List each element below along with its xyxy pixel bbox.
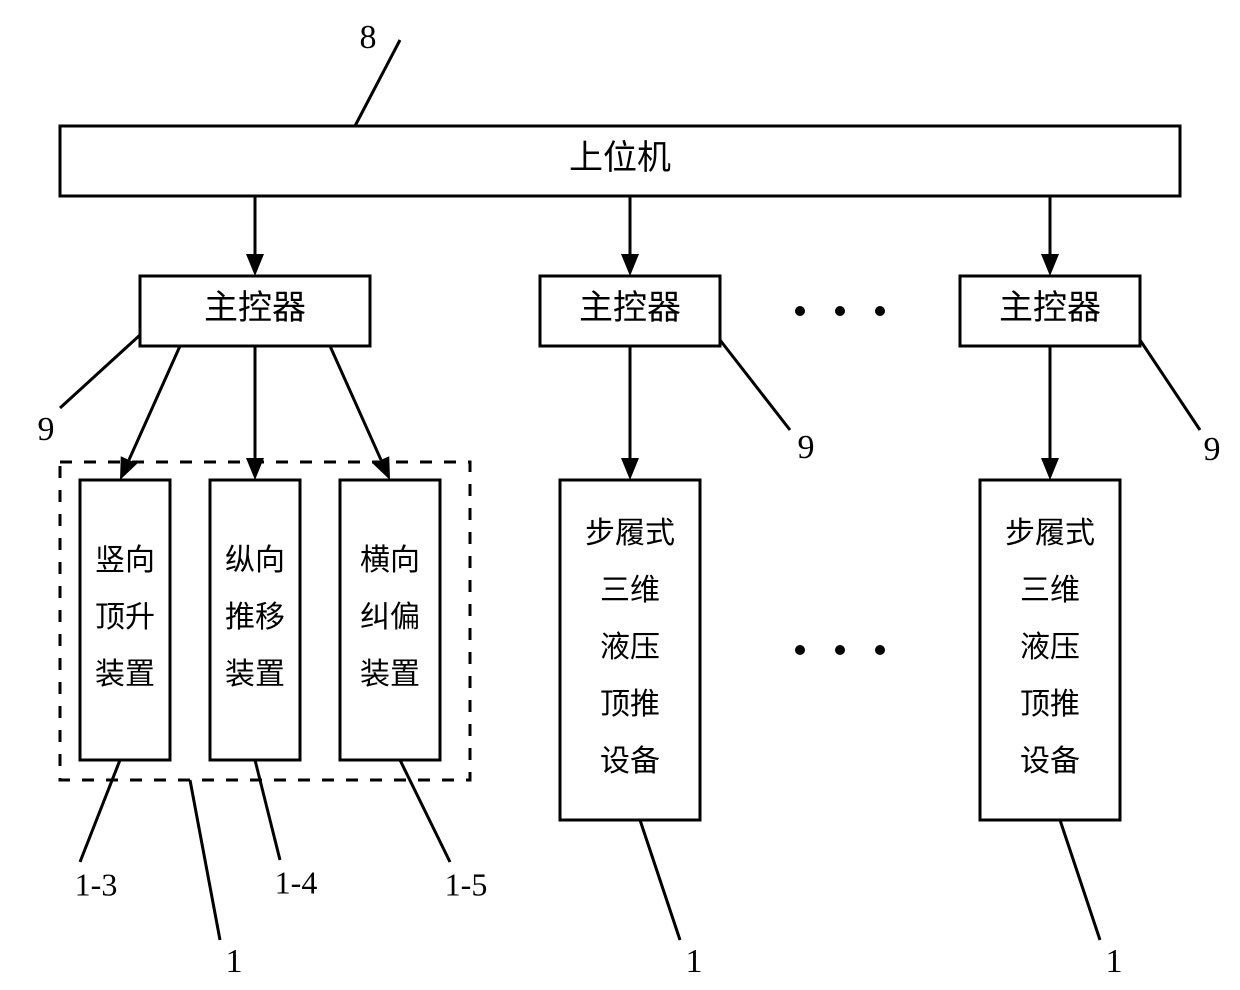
device-text-0-line-4: 设备	[600, 745, 660, 778]
device-text-1-line-3: 顶推	[1020, 688, 1080, 721]
arrow-ctrl1-sub-2-head	[373, 456, 390, 480]
callout-sub-2-lead	[400, 760, 450, 862]
arrow-ctrl-dev-1-head	[1041, 458, 1059, 480]
callout-sub-1-lead	[255, 760, 280, 860]
callout-9-2-num: 9	[1204, 431, 1221, 468]
subbox-text-2-line-1: 纠偏	[360, 601, 420, 634]
subbox-text-2-line-0: 横向	[360, 544, 420, 577]
callout-sub-1-num: 1-4	[275, 864, 318, 900]
device-text-0-line-0: 步履式	[585, 517, 675, 550]
callout-9-2-lead	[1140, 340, 1200, 430]
callout-sub-0-num: 1-3	[75, 866, 118, 902]
arrow-ctrl1-sub-0-shaft	[129, 346, 180, 460]
device-text-0-line-1: 三维	[600, 574, 660, 607]
subbox-text-0-line-2: 装置	[95, 658, 155, 691]
callout-group-1-lead	[190, 780, 220, 940]
subbox-text-0-line-0: 竖向	[95, 544, 155, 577]
subbox-text-1-line-1: 推移	[225, 601, 285, 634]
ellipsis-controllers-dot	[835, 306, 845, 316]
arrow-top-ctrl-2-head	[1041, 254, 1059, 276]
callout-dev-0-lead	[640, 820, 680, 940]
device-text-1-line-4: 设备	[1020, 745, 1080, 778]
arrow-ctrl1-sub-2-shaft	[330, 346, 381, 460]
arrow-top-ctrl-1-head	[621, 254, 639, 276]
subbox-text-0-line-1: 顶升	[95, 601, 155, 634]
arrow-top-ctrl-0-head	[246, 254, 264, 276]
controller-label-0: 主控器	[204, 289, 306, 327]
controller-label-2: 主控器	[999, 289, 1101, 327]
callout-9-0-num: 9	[38, 411, 55, 448]
callout-dev-0-num: 1	[686, 943, 703, 980]
device-text-0-line-2: 液压	[600, 631, 660, 664]
callout-dev-1-lead	[1060, 820, 1100, 940]
diagram-canvas: 上位机 8 主控器 9 主控器 9 主控器 9 竖向顶升装置 1-3 纵向推移装置 1-4 横向纠偏装置…	[0, 0, 1240, 990]
device-text-1-line-1: 三维	[1020, 574, 1080, 607]
subbox-text-1-line-2: 装置	[225, 658, 285, 691]
device-text-1-line-0: 步履式	[1005, 517, 1095, 550]
subbox-text-2-line-2: 装置	[360, 658, 420, 691]
device-text-1-line-2: 液压	[1020, 631, 1080, 664]
ellipsis-devices-dot	[795, 645, 805, 655]
callout-dev-1-num: 1	[1106, 943, 1123, 980]
ellipsis-controllers-dot	[875, 306, 885, 316]
controller-label-1: 主控器	[579, 289, 681, 327]
callout-sub-0-lead	[80, 760, 120, 862]
arrow-ctrl1-sub-0-head	[120, 456, 137, 480]
arrow-ctrl-dev-0-head	[621, 458, 639, 480]
subbox-text-1-line-0: 纵向	[225, 544, 285, 577]
callout-group-1-num: 1	[226, 943, 243, 980]
callout-sub-2-num: 1-5	[445, 866, 488, 902]
ellipsis-devices-dot	[835, 645, 845, 655]
device-text-0-line-3: 顶推	[600, 688, 660, 721]
callout-9-1-lead	[720, 340, 790, 430]
callout-8-num: 8	[360, 19, 377, 56]
callout-9-0-lead	[60, 335, 140, 408]
ellipsis-controllers-dot	[795, 306, 805, 316]
callout-9-1-num: 9	[798, 429, 815, 466]
top-label: 上位机	[569, 139, 671, 177]
ellipsis-devices-dot	[875, 645, 885, 655]
